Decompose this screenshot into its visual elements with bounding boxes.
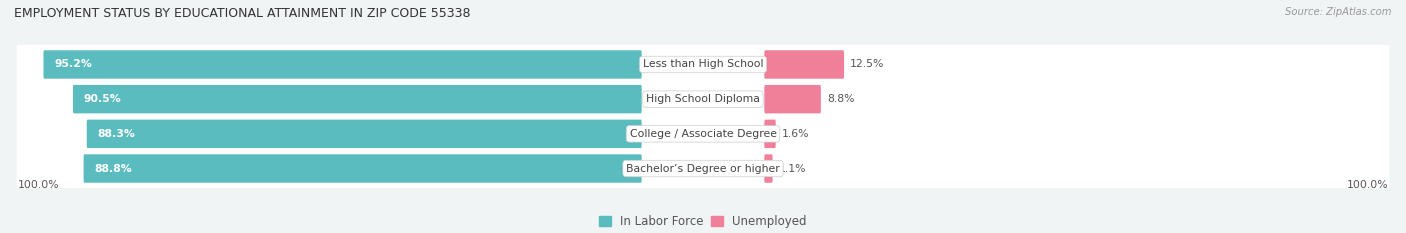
FancyBboxPatch shape	[765, 85, 821, 113]
Text: 88.3%: 88.3%	[98, 129, 135, 139]
Text: 88.8%: 88.8%	[94, 164, 132, 174]
FancyBboxPatch shape	[17, 80, 1389, 119]
Text: EMPLOYMENT STATUS BY EDUCATIONAL ATTAINMENT IN ZIP CODE 55338: EMPLOYMENT STATUS BY EDUCATIONAL ATTAINM…	[14, 7, 471, 20]
Text: 95.2%: 95.2%	[55, 59, 93, 69]
Text: Less than High School: Less than High School	[643, 59, 763, 69]
FancyBboxPatch shape	[83, 154, 641, 183]
FancyBboxPatch shape	[73, 85, 641, 113]
Text: College / Associate Degree: College / Associate Degree	[630, 129, 776, 139]
Text: 1.6%: 1.6%	[782, 129, 810, 139]
Text: 100.0%: 100.0%	[1347, 180, 1389, 190]
FancyBboxPatch shape	[17, 149, 1389, 188]
Text: Bachelor’s Degree or higher: Bachelor’s Degree or higher	[626, 164, 780, 174]
FancyBboxPatch shape	[765, 154, 772, 183]
FancyBboxPatch shape	[17, 45, 1389, 84]
Text: High School Diploma: High School Diploma	[647, 94, 759, 104]
Text: 1.1%: 1.1%	[779, 164, 806, 174]
Text: Source: ZipAtlas.com: Source: ZipAtlas.com	[1285, 7, 1392, 17]
FancyBboxPatch shape	[765, 120, 776, 148]
Text: 8.8%: 8.8%	[827, 94, 855, 104]
Text: 90.5%: 90.5%	[84, 94, 122, 104]
Legend: In Labor Force, Unemployed: In Labor Force, Unemployed	[595, 210, 811, 233]
Text: 12.5%: 12.5%	[851, 59, 884, 69]
Text: 100.0%: 100.0%	[17, 180, 59, 190]
FancyBboxPatch shape	[17, 114, 1389, 153]
FancyBboxPatch shape	[44, 50, 641, 79]
FancyBboxPatch shape	[765, 50, 844, 79]
FancyBboxPatch shape	[87, 120, 641, 148]
